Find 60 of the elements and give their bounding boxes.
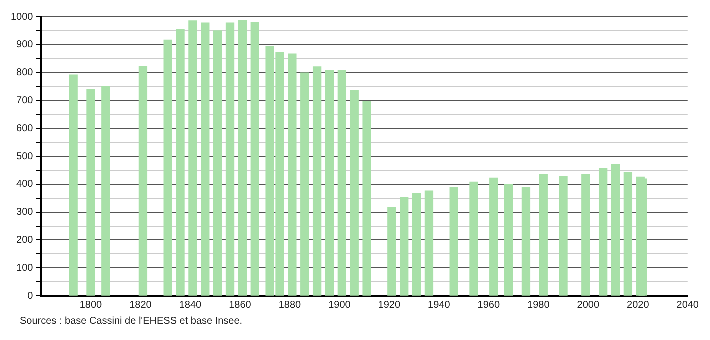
bar xyxy=(638,178,648,296)
bar xyxy=(400,197,409,296)
y-tick-label: 900 xyxy=(16,40,34,51)
x-tick-label: 2040 xyxy=(676,300,700,311)
bar xyxy=(312,66,322,296)
bar xyxy=(300,72,310,296)
bar xyxy=(325,70,334,296)
x-tick-label: 1880 xyxy=(278,300,302,311)
bar xyxy=(238,20,248,296)
bar xyxy=(102,86,110,296)
y-tick-label: 400 xyxy=(16,179,34,190)
y-tick-label: 600 xyxy=(16,123,34,134)
x-tick-label: 1940 xyxy=(428,300,451,311)
bar xyxy=(582,174,590,296)
x-tick-label: 1800 xyxy=(80,300,103,311)
y-tick-label: 700 xyxy=(16,95,34,106)
bar xyxy=(424,190,434,296)
bar xyxy=(188,20,198,296)
bar xyxy=(522,187,531,296)
bar xyxy=(138,66,148,296)
bar xyxy=(201,22,210,296)
x-tick-label: 1860 xyxy=(229,300,252,311)
bar xyxy=(362,101,372,296)
y-tick-label: 300 xyxy=(16,207,34,218)
bar xyxy=(504,184,514,296)
bar xyxy=(490,178,498,296)
y-tick-label: 200 xyxy=(16,234,34,246)
bar xyxy=(611,164,620,296)
bar xyxy=(539,174,548,296)
bar xyxy=(288,54,297,296)
bar xyxy=(559,176,568,296)
bar xyxy=(250,22,260,296)
x-tick-label: 1980 xyxy=(528,300,550,311)
bar xyxy=(412,193,422,296)
x-tick-label: 1960 xyxy=(478,300,500,311)
bar xyxy=(86,89,96,296)
bar xyxy=(598,168,608,296)
x-tick-label: 2020 xyxy=(627,300,650,311)
x-tick-label: 1820 xyxy=(130,300,152,311)
y-tick-label: 100 xyxy=(16,262,34,274)
y-tick-label: 500 xyxy=(16,151,34,162)
x-tick-label: 2000 xyxy=(577,300,600,311)
bar xyxy=(176,29,185,296)
bar xyxy=(164,40,172,296)
x-tick-label: 1900 xyxy=(328,300,352,311)
x-tick-label: 1920 xyxy=(378,300,401,311)
bar xyxy=(450,187,458,296)
bar xyxy=(69,74,78,296)
bar xyxy=(213,30,222,296)
bar xyxy=(470,182,478,296)
bar xyxy=(624,172,633,296)
bar xyxy=(388,207,396,296)
y-tick-label: 1000 xyxy=(10,12,34,23)
bar xyxy=(226,22,235,296)
source-note: Sources : base Cassini de l'EHESS et base Insee. xyxy=(20,316,244,327)
bar xyxy=(338,70,347,296)
bar xyxy=(350,90,359,296)
y-tick-label: 800 xyxy=(16,68,34,79)
x-tick-label: 1840 xyxy=(179,300,202,311)
y-tick-label: 0 xyxy=(28,290,34,302)
